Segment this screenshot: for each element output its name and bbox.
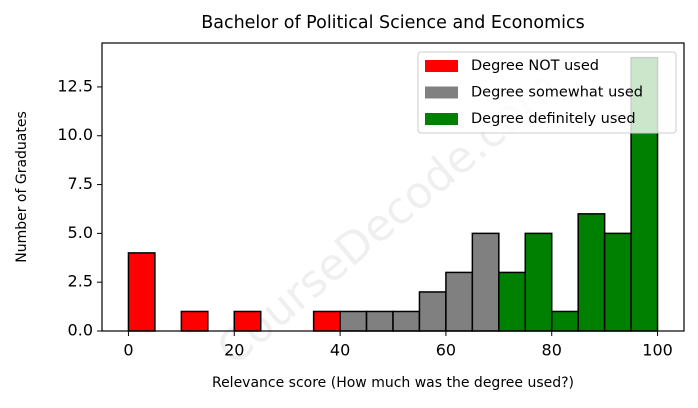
legend-label: Degree somewhat used: [471, 85, 643, 101]
x-tick-label: 100: [642, 341, 673, 360]
bar: [471, 232, 500, 332]
chart-title: Bachelor of Political Science and Econom…: [201, 13, 585, 33]
x-axis-label: Relevance score (How much was the degree…: [212, 375, 574, 391]
y-tick-label: 12.5: [57, 76, 93, 95]
legend-swatch: [425, 113, 458, 125]
bar: [550, 310, 579, 332]
y-tick-label: 5.0: [68, 223, 93, 242]
bar: [339, 310, 368, 332]
bar: [524, 232, 553, 332]
y-tick-label: 0.0: [68, 321, 93, 340]
bar: [312, 310, 341, 332]
legend-label: Degree definitely used: [471, 111, 636, 127]
bar: [233, 310, 262, 332]
y-tick-label: 10.0: [57, 125, 93, 144]
plot-frame: [101, 42, 685, 332]
bar: [498, 271, 527, 332]
bar: [392, 310, 421, 332]
y-axis-label: Number of Graduates: [14, 111, 30, 263]
y-tick-label: 7.5: [68, 174, 93, 193]
legend-label: Degree NOT used: [471, 58, 599, 74]
bar: [418, 291, 447, 332]
y-tick-label: 2.5: [68, 272, 93, 291]
bar: [577, 213, 606, 332]
x-tick-label: 40: [330, 341, 350, 360]
legend-box: [417, 51, 677, 134]
bar: [445, 271, 474, 332]
x-tick-label: 20: [224, 341, 244, 360]
bar: [603, 232, 632, 332]
legend-swatch: [425, 60, 458, 72]
bar: [180, 310, 209, 332]
bar: [365, 310, 394, 332]
x-tick-label: 60: [436, 341, 456, 360]
legend-swatch: [425, 86, 458, 99]
x-tick-label: 80: [542, 341, 562, 360]
x-tick-label: 0: [123, 341, 133, 360]
bar: [127, 252, 156, 332]
